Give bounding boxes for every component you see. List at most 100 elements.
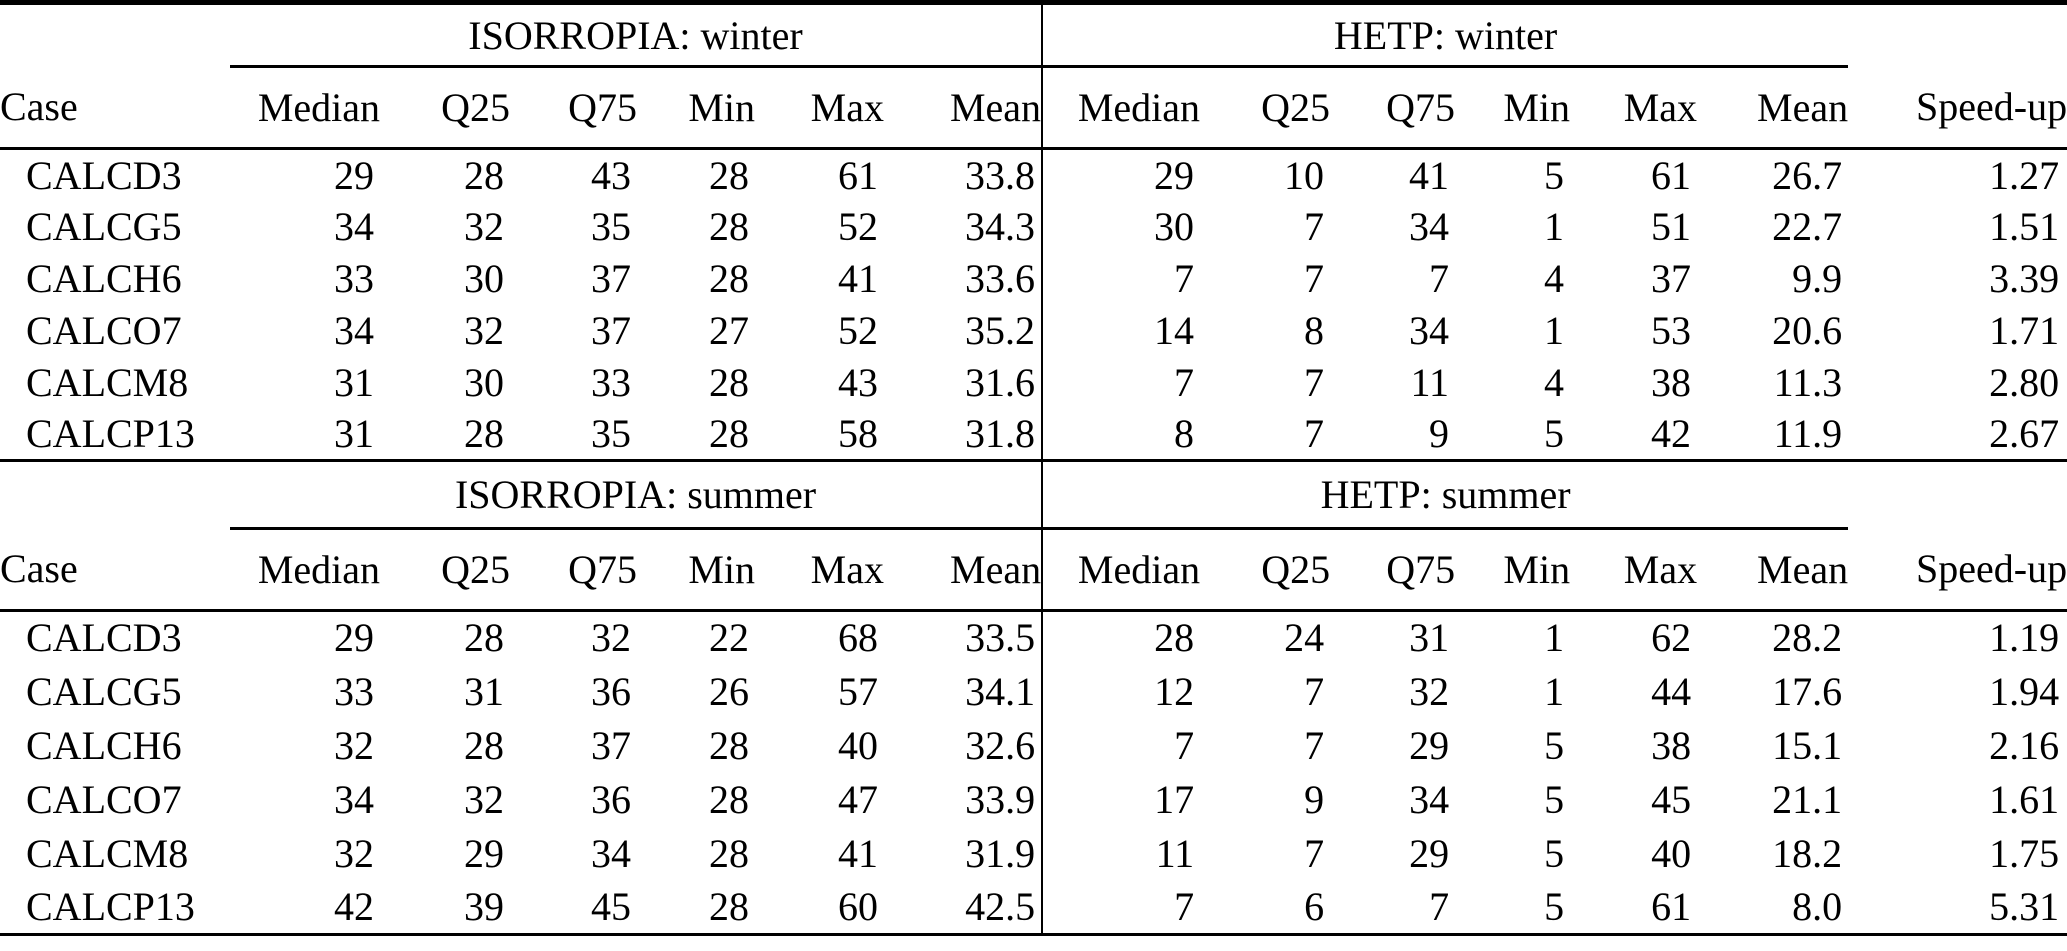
value-cell: 33.5 [965,615,1036,661]
column-header-min: Min [1455,66,1571,150]
value-cell: 5 [1544,152,1565,198]
column-header-q75: Q75 [510,528,637,612]
value-cell: 29 [334,615,374,661]
value-cell: 32 [334,830,374,876]
value-cell: 44 [1651,668,1692,714]
group-label-hetp-summer: HETP: summer [1041,462,1849,530]
value-cell: 32 [464,308,504,353]
value-cell: 27 [709,308,749,353]
value-cell: 39 [464,883,504,929]
value-cell: 28 [709,776,749,822]
value-cell: 31 [1409,615,1450,661]
value-cell: 34.1 [965,668,1036,714]
value-cell: 8 [1041,408,1201,461]
value-cell: 26 [709,668,749,714]
value-cell: 5.31 [1989,883,2060,929]
winter-table: ISORROPIA: winter HETP: winter Case Media… [0,0,2067,462]
value-cell: 2.67 [1989,411,2060,457]
case-cell: CALCM8 [26,360,189,405]
value-cell: 29 [334,152,374,198]
value-cell: 31 [464,668,504,714]
group-label-hetp-winter: HETP: winter [1041,2,1849,68]
value-cell: 30 [464,360,504,405]
table-row: CALCG5 34 32 35 28 52 34.3 30 7 34 1 51 22.7 1.51 [0,200,2067,253]
value-cell: 34 [334,776,374,822]
value-cell: 40 [838,722,878,768]
value-cell: 28 [709,411,749,457]
column-header-mean: Mean [1697,66,1849,150]
value-cell: 4 [1544,360,1565,405]
column-header-max: Max [755,66,884,150]
column-header-row: Case Median Q25 Q75 Min Max Mean Median Q25 Q75 Mi… [0,528,2067,612]
value-cell: 11.9 [1773,411,1843,457]
column-header-mean: Mean [884,66,1043,150]
value-cell: 5 [1544,722,1565,768]
value-cell: 1 [1544,615,1565,661]
value-cell: 32 [591,615,631,661]
value-cell: 6 [1304,883,1325,929]
value-cell: 41 [838,830,878,876]
value-cell: 51 [1651,204,1692,249]
table-row: CALCM8 32 29 34 28 41 31.9 11 7 29 5 40 18.2 1.75 [0,826,2067,880]
value-cell: 52 [838,204,878,249]
value-cell: 1.61 [1989,776,2060,822]
value-cell: 34 [334,204,374,249]
column-header-q25: Q25 [380,528,510,612]
value-cell: 57 [838,668,878,714]
value-cell: 7 [1304,722,1325,768]
value-cell: 28 [464,152,504,198]
case-cell: CALCO7 [26,308,182,353]
column-header-mean: Mean [884,528,1043,612]
value-cell: 31.6 [965,360,1036,405]
value-cell: 2.80 [1989,360,2060,405]
column-header-q75: Q75 [1330,528,1456,612]
group-spacer-left [0,3,230,67]
value-cell: 7 [1304,411,1325,457]
case-cell: CALCO7 [26,776,182,822]
value-cell: 9.9 [1792,256,1843,301]
value-cell: 33 [334,256,374,301]
value-cell: 28 [464,615,504,661]
value-cell: 7 [1304,830,1325,876]
group-spacer-left [0,462,230,528]
value-cell: 1 [1544,668,1565,714]
value-cell: 36 [591,668,631,714]
table-row: CALCP13 42 39 45 28 60 42.5 7 6 7 5 61 8.0 5.31 [0,880,2067,934]
value-cell: 28 [464,722,504,768]
value-cell: 47 [838,776,878,822]
value-cell: 22.7 [1772,204,1843,249]
value-cell: 7 [1041,718,1201,772]
value-cell: 43 [838,360,878,405]
table-row: CALCD3 29 28 32 22 68 33.5 28 24 31 1 62 28.2 1.19 [0,610,2067,664]
value-cell: 32.6 [965,722,1036,768]
value-cell: 34 [1409,204,1450,249]
column-header-median: Median [1041,66,1201,150]
value-cell: 1.75 [1989,830,2060,876]
table-row: CALCG5 33 31 36 26 57 34.1 12 7 32 1 44 17.6 1.94 [0,664,2067,718]
value-cell: 5 [1544,411,1565,457]
value-cell: 34.3 [965,204,1036,249]
value-cell: 29 [1409,722,1450,768]
group-header-row: ISORROPIA: summer HETP: summer [0,462,2067,530]
table-row: CALCO7 34 32 36 28 47 33.9 17 9 34 5 45 21.1 1.61 [0,772,2067,826]
column-header-speed-up: Speed-up [1848,66,2067,150]
value-cell: 32 [464,776,504,822]
value-cell: 5 [1544,830,1565,876]
value-cell: 22 [709,615,749,661]
group-header-row: ISORROPIA: winter HETP: winter [0,2,2067,68]
value-cell: 26.7 [1772,152,1843,198]
value-cell: 7 [1429,256,1450,301]
case-cell: CALCD3 [26,152,182,198]
table-row: CALCH6 32 28 37 28 40 32.6 7 7 29 5 38 15.1 2.16 [0,718,2067,772]
column-header-q75: Q75 [1330,66,1456,150]
summer-table-body: CALCD3 29 28 32 22 68 33.5 28 24 31 1 62 28.2 1.19 CAL… [0,610,2067,934]
column-header-q25: Q25 [1200,528,1331,612]
value-cell: 28 [709,204,749,249]
value-cell: 7 [1304,204,1325,249]
column-header-row: Case Median Q25 Q75 Min Max Mean Median Q25 Q75 Mi… [0,66,2067,150]
winter-table-body: CALCD3 29 28 43 28 61 33.8 29 10 41 5 61 26.7 1.27 CAL… [0,148,2067,461]
value-cell: 34 [334,308,374,353]
value-cell: 14 [1041,304,1201,357]
column-header-max: Max [1570,66,1698,150]
